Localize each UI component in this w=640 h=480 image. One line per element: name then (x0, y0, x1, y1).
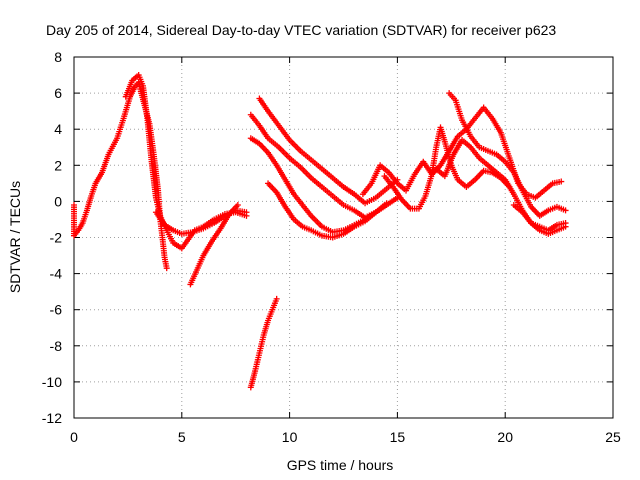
series-track-2 (122, 72, 250, 252)
series-track-14 (510, 202, 569, 237)
y-tick-label: -12 (42, 410, 62, 426)
y-tick-label: 4 (54, 121, 62, 137)
x-tick-label: 10 (282, 429, 298, 445)
x-tick-label: 25 (605, 429, 621, 445)
data-point (234, 202, 241, 209)
axis-ticks (73, 56, 614, 419)
y-tick-label: -4 (50, 266, 63, 282)
y-tick-label: 2 (54, 157, 62, 173)
x-tick-label: 20 (497, 429, 513, 445)
y-tick-label: -8 (50, 338, 63, 354)
x-tick-labels: 0 5 10 15 20 25 (70, 429, 621, 445)
y-tick-label: 8 (54, 49, 62, 65)
chart-title: Day 205 of 2014, Sidereal Day-to-day VTE… (46, 22, 556, 38)
series-track-9 (265, 180, 379, 241)
gridlines (74, 57, 613, 418)
y-axis-title: SDTVAR / TECUs (7, 181, 23, 293)
series-track-4 (152, 207, 250, 237)
y-tick-label: -6 (50, 302, 63, 318)
series-track-12 (446, 90, 569, 219)
data-point (558, 178, 565, 185)
y-tick-label: -10 (42, 374, 62, 390)
y-tick-labels: -12 -10 -8 -6 -4 -2 0 2 4 6 8 (42, 49, 62, 426)
series-track-6 (256, 95, 401, 207)
series-track-7 (247, 111, 390, 221)
y-tick-label: 0 (54, 193, 62, 209)
y-tick-label: -2 (50, 230, 63, 246)
x-axis-title: GPS time / hours (287, 457, 394, 473)
data-point (562, 223, 569, 230)
data-point (243, 209, 250, 216)
series-track-1 (71, 79, 170, 272)
series-track-3 (187, 202, 241, 288)
x-tick-label: 5 (178, 429, 186, 445)
x-tick-label: 0 (70, 429, 78, 445)
data-point (562, 207, 569, 214)
data-point (163, 265, 170, 272)
y-tick-label: 6 (54, 85, 62, 101)
data-point (273, 295, 280, 302)
x-tick-label: 15 (390, 429, 406, 445)
data-point (372, 209, 379, 216)
data-series (71, 72, 569, 391)
series-track-5 (247, 295, 280, 391)
